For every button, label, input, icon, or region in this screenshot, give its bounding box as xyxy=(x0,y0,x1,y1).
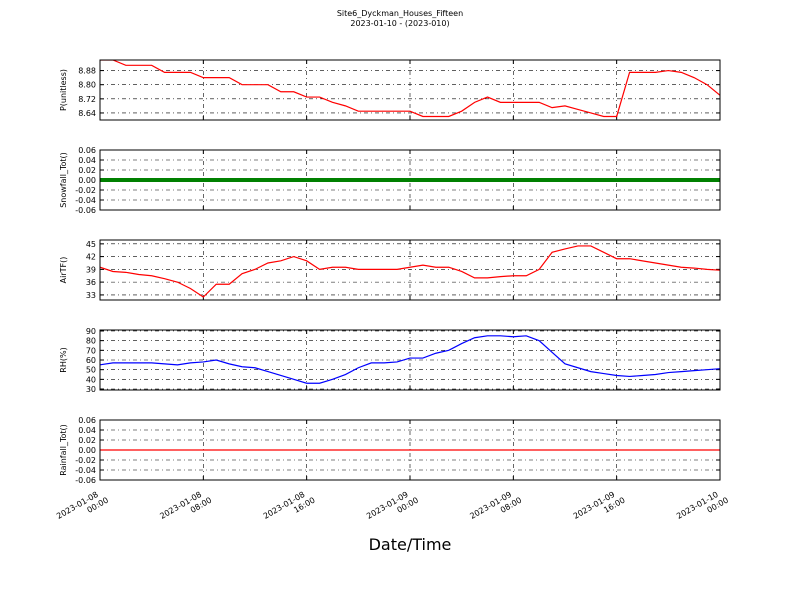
x-axis-label: Date/Time xyxy=(369,535,452,554)
y-tick-label: 0.06 xyxy=(78,416,96,425)
plot-area xyxy=(100,60,720,118)
plot-area xyxy=(100,245,720,298)
y-tick-label: 70 xyxy=(86,346,96,355)
plot-area xyxy=(100,335,720,384)
y-tick-label: 39 xyxy=(86,265,96,274)
y-tick-label: 0.04 xyxy=(78,156,96,165)
axes-frame xyxy=(99,239,721,301)
axes-frame xyxy=(99,149,721,211)
y-tick-label: 8.88 xyxy=(78,67,96,76)
y-tick-label: -0.04 xyxy=(75,196,96,205)
y-tick-label: -0.04 xyxy=(75,466,96,475)
y-axis-label: Rainfall_Tot() xyxy=(59,424,68,476)
chart-subtitle: 2023-01-10 - (2023-010) xyxy=(350,19,449,28)
y-tick-label: 45 xyxy=(86,240,96,249)
y-tick-label: 60 xyxy=(86,356,96,365)
y-tick-label: 0.00 xyxy=(78,176,96,185)
axes-frame xyxy=(99,59,721,121)
data-line xyxy=(100,245,720,298)
y-tick-label: 50 xyxy=(86,366,96,375)
y-tick-label: 80 xyxy=(86,337,96,346)
y-tick-label: 8.72 xyxy=(78,95,96,104)
y-tick-label: 0.06 xyxy=(78,146,96,155)
y-tick-label: 30 xyxy=(86,385,96,394)
y-axis-label: Snowfall_Tot() xyxy=(59,152,68,208)
y-tick-label: 0.02 xyxy=(78,166,96,175)
y-tick-label: 0.04 xyxy=(78,426,96,435)
y-tick-label: 0.00 xyxy=(78,446,96,455)
data-line xyxy=(100,335,720,384)
y-tick-label: -0.02 xyxy=(75,456,96,465)
y-tick-label: -0.06 xyxy=(75,476,96,485)
y-tick-label: 33 xyxy=(86,291,96,300)
axes-frame xyxy=(99,419,721,481)
axes-frame xyxy=(99,329,721,391)
y-tick-label: 8.80 xyxy=(78,81,96,90)
y-tick-label: -0.06 xyxy=(75,206,96,215)
y-tick-label: 36 xyxy=(86,278,96,287)
y-tick-label: 0.02 xyxy=(78,436,96,445)
y-tick-label: 8.64 xyxy=(78,109,96,118)
y-axis-label: P(unitless) xyxy=(59,69,68,111)
y-tick-label: 90 xyxy=(86,327,96,336)
y-tick-label: -0.02 xyxy=(75,186,96,195)
y-axis-label: RH(%) xyxy=(59,347,68,372)
y-tick-label: 42 xyxy=(86,253,96,262)
chart-title: Site6_Dyckman_Houses_Fifteen xyxy=(337,9,463,18)
data-line xyxy=(100,60,720,118)
y-tick-label: 40 xyxy=(86,375,96,384)
y-axis-label: AirTF() xyxy=(59,257,68,284)
